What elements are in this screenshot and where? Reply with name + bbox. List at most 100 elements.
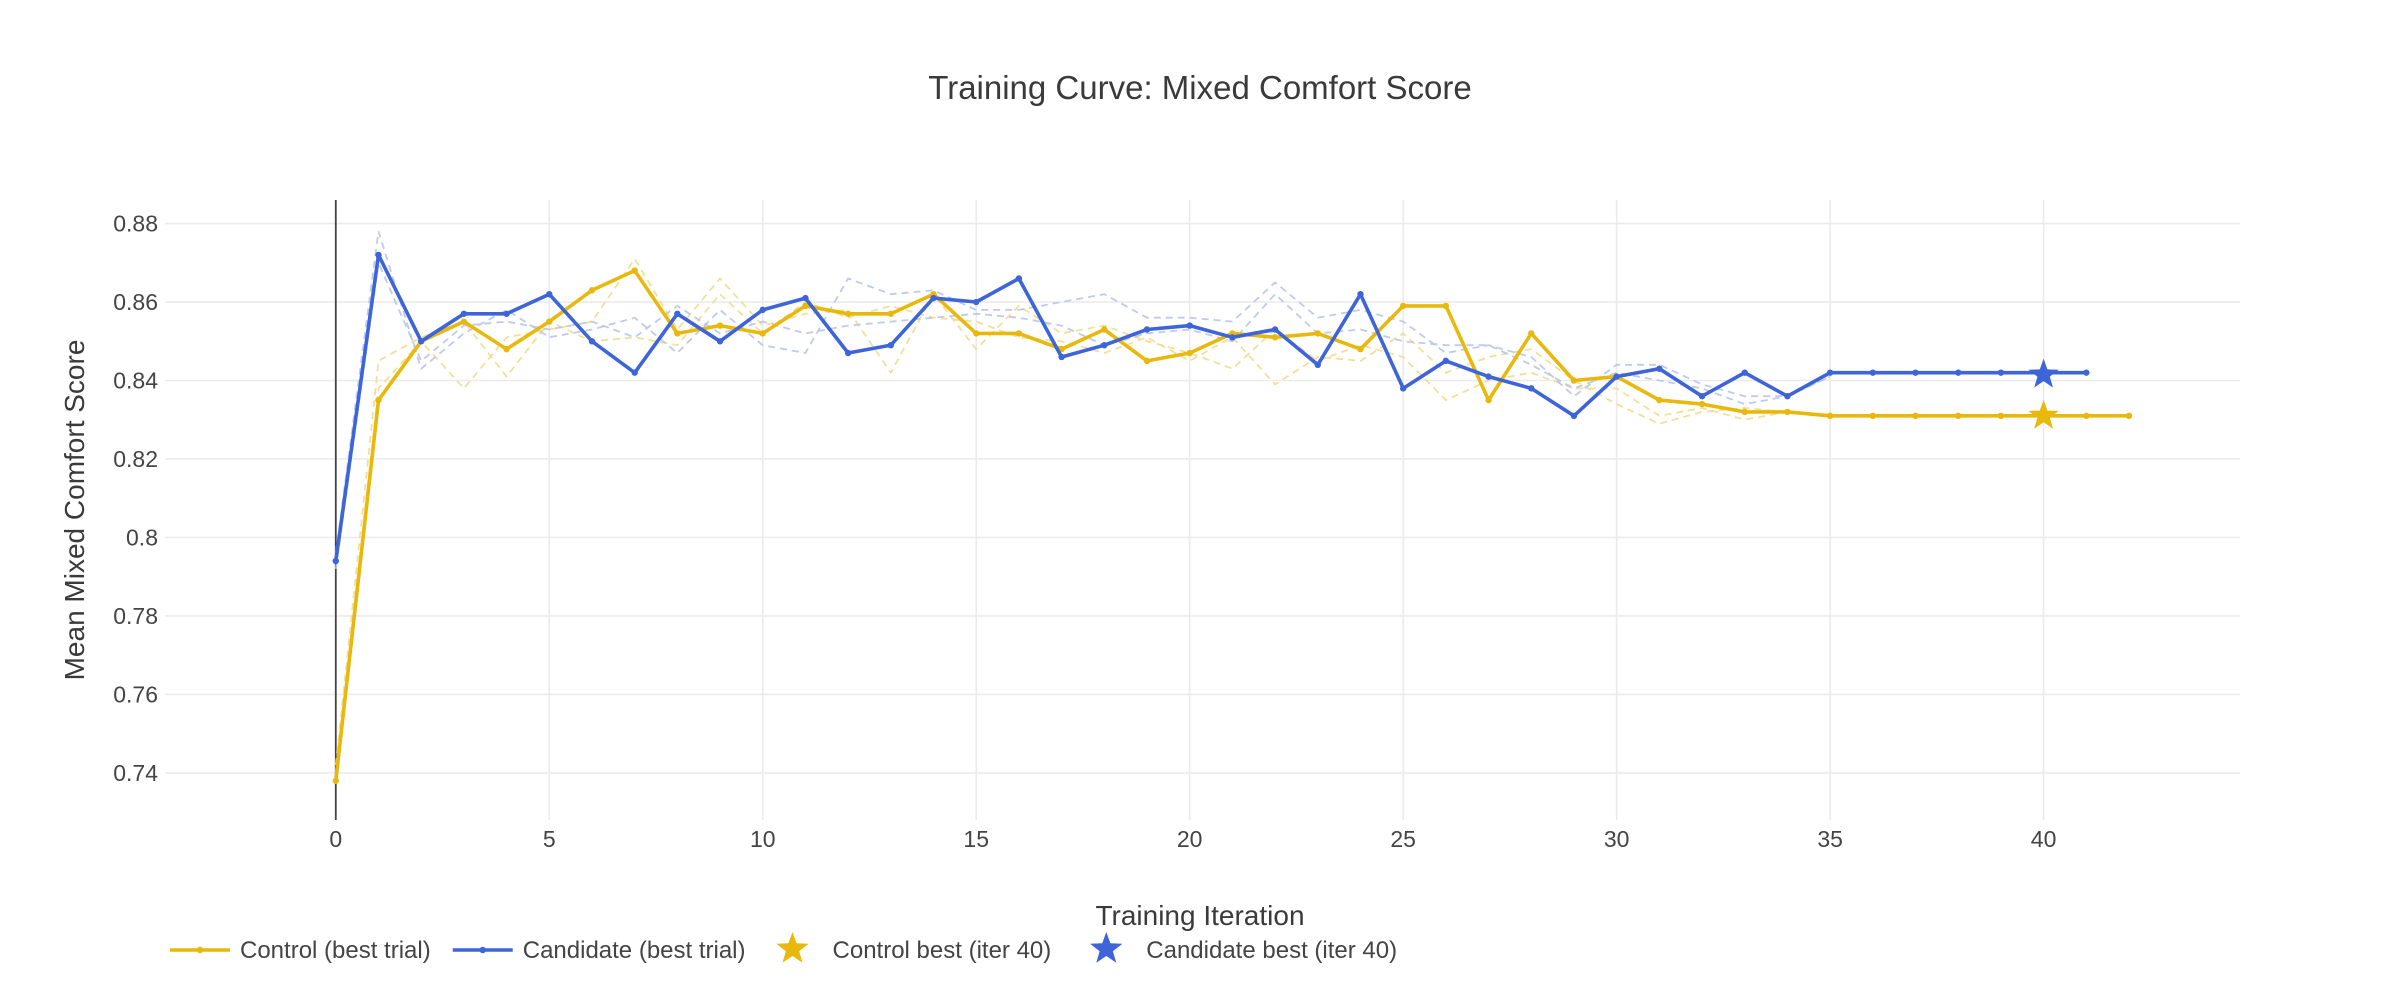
candidate-data-point <box>1698 393 1706 400</box>
control-legend-label: Control (best trial) <box>240 937 431 964</box>
control-data-point <box>1826 412 1834 420</box>
candidate-data-point <box>1399 385 1407 392</box>
candidate-data-point <box>1997 369 2005 376</box>
candidate-data-point <box>503 310 510 317</box>
candidate-data-point <box>1186 322 1193 329</box>
candidate-data-point <box>1101 341 1108 349</box>
candidate-data-point <box>759 306 766 314</box>
control-best-legend-label: Control best (iter 40) <box>833 937 1052 964</box>
control-data-point <box>588 287 596 294</box>
control-data-point <box>759 330 766 337</box>
candidate-data-point <box>1613 373 1620 380</box>
x-tick-label: 35 <box>1817 826 1843 852</box>
candidate-data-point <box>1912 369 1919 376</box>
control-data-point <box>1698 400 1706 408</box>
tick-labels: 0 5 10 15 20 25 30 35 40 0.74 0.76 0.78 0.8 0.82 0.84 0… <box>113 211 2056 852</box>
candidate-data-point <box>375 251 382 259</box>
control-data-point <box>716 322 724 329</box>
candidate-data-point <box>1741 369 1748 376</box>
candidate-data-point <box>1271 326 1279 333</box>
control-data-point <box>1656 396 1663 404</box>
y-tick-label: 0.84 <box>113 368 158 394</box>
y-axis-title: Mean Mixed Comfort Score <box>59 340 90 681</box>
control-data-point <box>1143 357 1151 365</box>
y-tick-label: 0.8 <box>126 524 158 550</box>
candidate-trial-line <box>334 231 1831 554</box>
control-legend-marker <box>196 946 204 954</box>
candidate-data-point <box>1955 369 1962 376</box>
legend: Control (best trial) Candidate (best tria… <box>170 932 1397 964</box>
best-trial-lines <box>332 251 2133 784</box>
candidate-data-point <box>844 349 852 357</box>
candidate-data-point <box>1784 393 1791 400</box>
candidate-data-point <box>930 294 937 302</box>
control-data-point <box>1570 377 1578 384</box>
control-data-point <box>1869 412 1877 420</box>
y-tick-label: 0.74 <box>113 760 158 786</box>
x-tick-label: 20 <box>1177 826 1203 852</box>
candidate-data-point <box>1826 369 1834 376</box>
candidate-data-point <box>1058 353 1065 361</box>
control-data-point <box>1528 330 1535 337</box>
control-data-point <box>1912 412 1919 420</box>
control-data-point <box>887 310 895 317</box>
control-data-point <box>674 330 681 337</box>
control-data-point <box>1997 412 2005 420</box>
candidate-data-point <box>674 310 681 317</box>
candidate-trial-line <box>334 259 1831 570</box>
y-tick-label: 0.76 <box>113 681 158 707</box>
candidate-data-point <box>1570 412 1578 420</box>
candidate-data-point <box>1015 275 1023 282</box>
control-data-point <box>503 345 510 353</box>
candidate-data-point <box>973 298 980 306</box>
candidate-data-point <box>417 338 425 345</box>
control-data-point <box>375 396 382 404</box>
control-data-point <box>460 318 468 325</box>
x-tick-label: 10 <box>750 826 776 852</box>
candidate-data-point <box>2083 369 2090 376</box>
candidate-data-point <box>1528 385 1535 392</box>
candidate-data-point <box>460 310 468 317</box>
control-data-point <box>1314 330 1321 337</box>
candidate-best-legend-label: Candidate best (iter 40) <box>1146 937 1397 964</box>
control-data-point <box>1399 302 1407 310</box>
x-tick-label: 25 <box>1390 826 1416 852</box>
control-data-point <box>1015 330 1023 337</box>
chart-title: Training Curve: Mixed Comfort Score <box>928 69 1471 106</box>
y-tick-label: 0.78 <box>113 603 158 629</box>
candidate-data-point <box>716 338 724 345</box>
control-data-point <box>1186 349 1193 357</box>
candidate-data-point <box>332 557 339 565</box>
candidate-data-point <box>887 341 895 349</box>
candidate-legend-star-icon <box>1090 932 1123 963</box>
candidate-data-point <box>1869 369 1877 376</box>
control-data-point <box>546 318 553 325</box>
faint-trial-lines <box>334 231 1831 773</box>
control-data-point <box>973 330 980 337</box>
control-data-point <box>1442 302 1450 310</box>
candidate-data-point <box>802 294 809 302</box>
x-tick-label: 30 <box>1604 826 1630 852</box>
candidate-data-point <box>1314 361 1321 369</box>
control-best-star-marker <box>2028 399 2059 429</box>
control-data-point <box>844 310 852 317</box>
x-tick-label: 15 <box>963 826 989 852</box>
candidate-data-point <box>1656 365 1663 372</box>
control-data-point <box>1955 412 1962 420</box>
control-data-point <box>1485 396 1492 404</box>
control-legend-star-icon <box>776 932 809 963</box>
control-data-point <box>1101 326 1108 333</box>
candidate-legend-label: Candidate (best trial) <box>523 937 746 964</box>
x-tick-label: 5 <box>543 826 556 852</box>
control-data-point <box>2083 412 2090 420</box>
control-data-point <box>332 777 339 784</box>
y-tick-label: 0.86 <box>113 289 158 315</box>
control-data-point <box>1357 345 1364 353</box>
candidate-data-point <box>546 290 553 298</box>
best-point-markers <box>2028 358 2059 429</box>
x-tick-label: 40 <box>2031 826 2057 852</box>
x-axis-title: Training Iteration <box>1095 900 1304 931</box>
